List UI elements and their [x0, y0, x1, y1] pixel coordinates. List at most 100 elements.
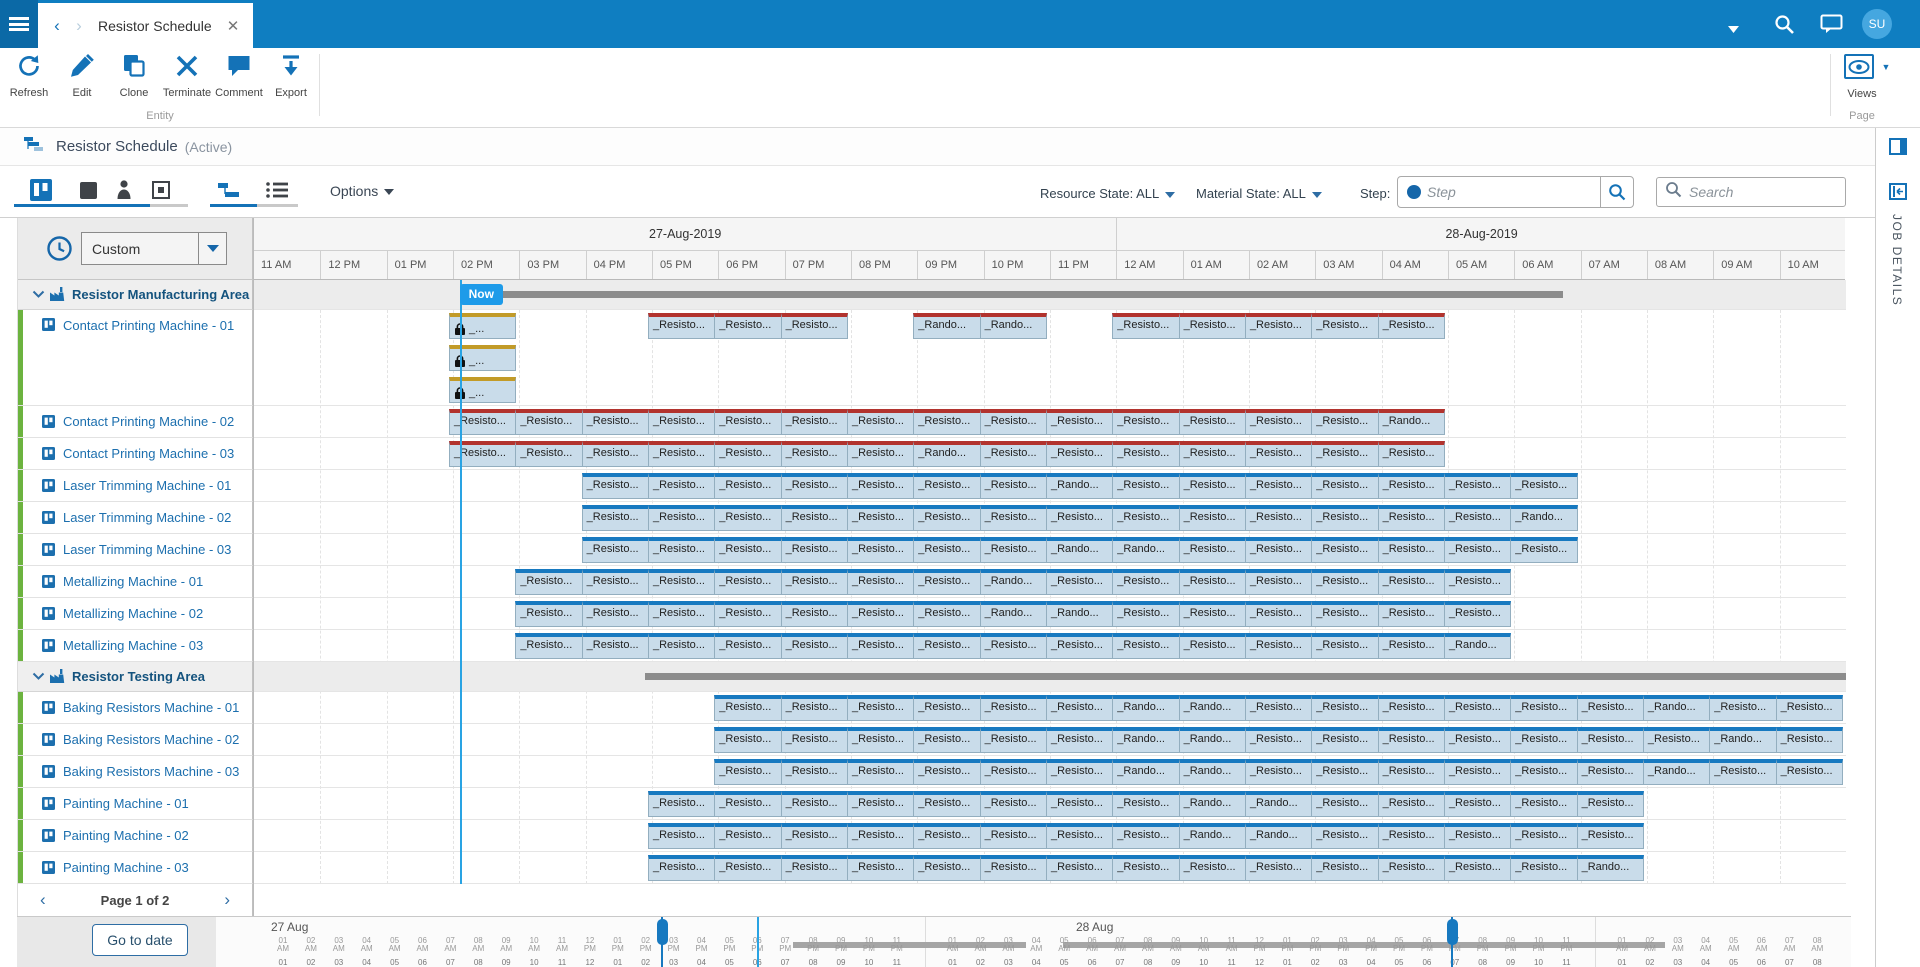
task-bar[interactable]: _Resisto... — [1576, 823, 1644, 849]
task-bar[interactable]: _Resisto... — [515, 441, 583, 467]
block-view-icon[interactable] — [80, 182, 97, 204]
task-bar[interactable]: _Resisto... — [714, 695, 782, 721]
schedule-tab[interactable]: ‹ › Resistor Schedule ✕ — [38, 3, 253, 48]
task-bar[interactable]: _Resisto... — [1510, 791, 1578, 817]
task-bar[interactable]: _Resisto... — [647, 855, 716, 881]
task-bar[interactable]: _Resisto... — [1443, 473, 1512, 499]
task-bar[interactable]: _Resisto... — [1377, 601, 1445, 627]
task-bar[interactable]: _Resisto... — [913, 505, 981, 531]
clone-button[interactable]: Clone — [107, 53, 161, 99]
task-bar[interactable]: _Resisto... — [1377, 313, 1445, 339]
task-bar[interactable]: _Rando... — [1244, 791, 1313, 817]
task-bar[interactable]: _Resisto... — [1311, 855, 1379, 881]
options-dropdown[interactable]: Options — [330, 183, 395, 199]
task-bar[interactable]: _Rando... — [1642, 695, 1711, 721]
task-bar[interactable]: _Resisto... — [1045, 569, 1114, 595]
task-bar[interactable]: _Resisto... — [1045, 791, 1114, 817]
task-bar[interactable]: _Resisto... — [515, 569, 583, 595]
task-bar[interactable]: _Resisto... — [979, 537, 1047, 563]
task-bar[interactable]: _Resisto... — [1311, 727, 1379, 753]
next-page-icon[interactable]: › — [224, 890, 230, 909]
task-bar[interactable]: _Resisto... — [515, 409, 583, 435]
task-bar[interactable]: _Resisto... — [1178, 537, 1246, 563]
task-bar[interactable]: _Resisto... — [979, 791, 1047, 817]
task-bar[interactable]: _Rando... — [1112, 727, 1180, 753]
collapse-left-icon[interactable] — [1889, 183, 1907, 205]
task-bar[interactable]: _Rando... — [913, 441, 981, 467]
resource-row[interactable]: Painting Machine - 02 — [18, 820, 253, 852]
task-bar[interactable]: _Resisto... — [1178, 569, 1246, 595]
resource-row[interactable]: Baking Resistors Machine - 03 — [18, 756, 253, 788]
task-bar[interactable]: _Resisto... — [1244, 727, 1313, 753]
task-bar[interactable]: _Resisto... — [1377, 823, 1445, 849]
task-bar[interactable]: _Resisto... — [581, 601, 649, 627]
nav-range-handle[interactable] — [1446, 919, 1458, 945]
resource-row[interactable]: Baking Resistors Machine - 02 — [18, 724, 253, 756]
task-bar[interactable]: _Resisto... — [1377, 791, 1445, 817]
task-bar[interactable]: _Resisto... — [714, 759, 782, 785]
task-bar[interactable]: _Resisto... — [979, 505, 1047, 531]
task-bar[interactable]: _Resisto... — [1178, 505, 1246, 531]
task-bar[interactable]: _Resisto... — [1311, 505, 1379, 531]
task-bar[interactable]: _Resisto... — [1576, 791, 1644, 817]
task-bar[interactable]: _Resisto... — [913, 473, 981, 499]
task-bar[interactable]: _Resisto... — [1311, 759, 1379, 785]
step-search-button[interactable] — [1600, 177, 1633, 207]
task-bar[interactable]: _Resisto... — [714, 537, 782, 563]
task-bar[interactable]: _Resisto... — [913, 409, 981, 435]
task-bar[interactable]: _Resisto... — [1510, 695, 1578, 721]
task-bar[interactable]: _Resisto... — [913, 855, 981, 881]
task-bar[interactable]: _Resisto... — [1775, 727, 1843, 753]
task-bar[interactable]: _Resisto... — [1311, 601, 1379, 627]
time-navigator[interactable]: 27 Aug 28 Aug 01 AM 02 AM 03 AM 04 AM 05 AM 06 AM 07… — [216, 916, 1851, 967]
tab-list-caret-icon[interactable] — [1728, 20, 1739, 38]
views-button[interactable]: ▼ — [1844, 54, 1890, 79]
task-bar[interactable]: _Resisto... — [1311, 473, 1379, 499]
global-search-icon[interactable] — [1774, 14, 1795, 40]
task-bar[interactable]: _Resisto... — [1775, 695, 1843, 721]
task-bar[interactable]: _Resisto... — [1709, 695, 1777, 721]
task-bar[interactable]: _Resisto... — [1377, 537, 1445, 563]
task-bar[interactable]: _Resisto... — [1311, 569, 1379, 595]
tab-close-icon[interactable]: ✕ — [226, 17, 240, 35]
task-bar[interactable]: _Resisto... — [846, 441, 915, 467]
task-bar[interactable]: _Resisto... — [1311, 633, 1379, 659]
resource-state-filter[interactable]: Resource State: ALL — [1040, 186, 1176, 201]
task-bar[interactable]: _Resisto... — [581, 441, 649, 467]
task-bar[interactable]: _Resisto... — [1377, 695, 1445, 721]
task-bar[interactable]: _Rando... — [1576, 855, 1644, 881]
task-bar[interactable]: _Resisto... — [1443, 791, 1512, 817]
task-bar[interactable]: _Resisto... — [1443, 695, 1512, 721]
task-bar[interactable]: _Resisto... — [1510, 473, 1578, 499]
operator-view-icon[interactable] — [116, 180, 132, 204]
task-bar[interactable]: _Resisto... — [515, 601, 583, 627]
task-bar[interactable]: _Resisto... — [846, 759, 915, 785]
list-view-icon[interactable] — [266, 181, 288, 204]
task-bar[interactable]: _Rando... — [1045, 601, 1114, 627]
task-bar[interactable]: _Resisto... — [1510, 537, 1578, 563]
task-bar[interactable]: _Resisto... — [846, 695, 915, 721]
task-bar[interactable]: _Resisto... — [1244, 505, 1313, 531]
boxed-view-icon[interactable] — [152, 181, 170, 204]
task-bar[interactable]: _Resisto... — [581, 473, 649, 499]
task-bar[interactable]: _Resisto... — [780, 441, 848, 467]
task-bar[interactable]: _Resisto... — [1244, 855, 1313, 881]
export-button[interactable]: Export — [264, 53, 318, 99]
resource-row[interactable]: Laser Trimming Machine - 03 — [18, 534, 253, 566]
refresh-button[interactable]: Refresh — [2, 53, 56, 99]
resource-row[interactable]: Painting Machine - 01 — [18, 788, 253, 820]
task-bar[interactable]: _Resisto... — [714, 409, 782, 435]
task-bar[interactable]: _Rando... — [1045, 537, 1114, 563]
task-bar[interactable]: _Resisto... — [647, 473, 716, 499]
task-bar[interactable]: _Resisto... — [780, 695, 848, 721]
task-bar[interactable]: _Resisto... — [1112, 313, 1180, 339]
task-bar[interactable]: _Resisto... — [647, 633, 716, 659]
task-bar[interactable]: _Rando... — [979, 313, 1047, 339]
task-bar[interactable]: _Resisto... — [1311, 313, 1379, 339]
task-bar[interactable]: _Resisto... — [1112, 791, 1180, 817]
task-bar[interactable]: _Resisto... — [1112, 569, 1180, 595]
task-bar[interactable]: _Resisto... — [1377, 441, 1445, 467]
hamburger-menu-button[interactable] — [0, 0, 38, 48]
task-bar[interactable]: _Resisto... — [1112, 473, 1180, 499]
task-bar[interactable]: _Resisto... — [780, 313, 848, 339]
